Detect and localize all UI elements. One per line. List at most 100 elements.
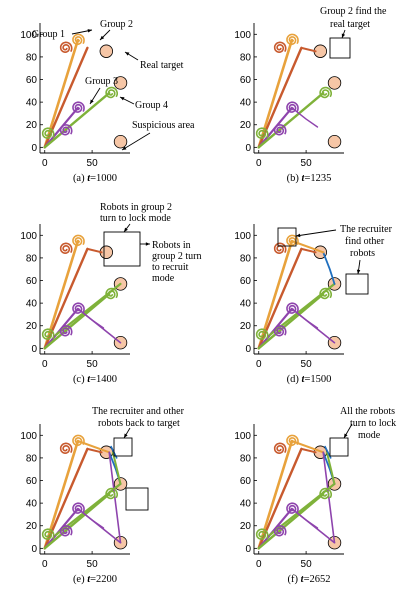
group-3-spiral [72, 101, 85, 113]
group-3-spiral [286, 502, 299, 514]
group-3-extend [77, 508, 122, 544]
real-target [99, 44, 114, 58]
caption-t: t [301, 574, 305, 585]
annotation-group-1: Group 1 [32, 29, 65, 40]
group-2-spiral [59, 41, 73, 54]
y-tick-label: 100 [234, 431, 251, 442]
arrow-suspicious-area [121, 132, 151, 151]
caption-t: t [302, 374, 306, 385]
group-3-spiral [72, 502, 85, 514]
panel-a-annotations: Group 1 Group 2 Real target Group 3 Group 4 S… [32, 19, 195, 151]
group-3-spiral-2 [273, 325, 287, 337]
group-4-to-target [325, 451, 336, 485]
recruiter-path [322, 251, 336, 285]
arrow-group-1-head [87, 29, 92, 33]
annotation-line-6: mode [152, 273, 175, 284]
y-tick-label: 0 [31, 544, 37, 555]
y-tick-label: 20 [240, 521, 252, 532]
panel-caption: (f) t=2652 [288, 574, 331, 585]
annotation-line-1: Robots in group 2 [100, 202, 172, 213]
x-tick-label: 50 [301, 359, 313, 370]
annotation-line-1: The recruiter and other [92, 406, 185, 417]
annotation-arrow-2-head [145, 242, 150, 246]
caption-t: t [87, 374, 91, 385]
y-tick-label: 20 [26, 120, 38, 131]
arrow-group-2-head [100, 35, 105, 40]
x-tick-label: 0 [256, 158, 262, 169]
caption-prefix: (e) [73, 574, 87, 585]
panel-caption: (a) t=1000 [73, 173, 117, 184]
annotation-line-2: find other [345, 236, 385, 247]
y-tick-label: 0 [245, 344, 251, 355]
annotation-group-3: Group 3 [85, 76, 118, 87]
y-tick-label: 20 [240, 321, 252, 332]
y-tick-label: 60 [26, 75, 38, 86]
annotation-line-2: turn to lock [350, 418, 396, 429]
y-tick-label: 40 [240, 499, 252, 510]
arrow-group-4-head [120, 97, 125, 101]
group-3-spiral [72, 302, 85, 314]
annotation-line-3: Robots in [152, 240, 191, 251]
annotation-line-3: mode [358, 430, 381, 441]
x-tick-label: 50 [301, 158, 313, 169]
y-tick-label: 80 [26, 453, 38, 464]
y-tick-label: 40 [26, 98, 38, 109]
target-marker [327, 76, 342, 90]
group-2-extend [300, 46, 317, 53]
group-4-trail [43, 91, 111, 149]
y-tick-label: 80 [240, 453, 252, 464]
group-4-spiral [41, 528, 55, 540]
y-tick-label: 60 [240, 476, 252, 487]
y-tick-label: 20 [26, 321, 38, 332]
y-tick-label: 60 [26, 276, 38, 287]
group-1-spiral [72, 234, 85, 247]
group-4-trail [257, 91, 325, 149]
group-3-spiral-2 [59, 124, 73, 136]
annotation-line-4: group 2 turn [152, 251, 201, 262]
caption-value: =2652 [304, 574, 331, 585]
x-tick-label: 50 [87, 559, 99, 570]
group-1-spiral [72, 33, 85, 46]
caption-prefix: (b) [287, 173, 302, 184]
group-4-spiral-2 [319, 86, 332, 99]
group-3-spiral-2 [59, 325, 73, 337]
y-tick-label: 40 [26, 499, 38, 510]
panel-caption: (d) t=1500 [287, 374, 332, 385]
highlight-box-1 [113, 437, 133, 457]
x-tick-label: 0 [42, 559, 48, 570]
caption-value: =1500 [304, 374, 331, 385]
annotation-arrow-1-head [296, 233, 301, 238]
y-tick-label: 60 [240, 276, 252, 287]
highlight-box-2 [345, 273, 369, 295]
caption-t: t [302, 173, 306, 184]
annotation-arrow-1-head [124, 227, 128, 232]
group-4-trail [257, 492, 325, 550]
group-4-trail [257, 292, 325, 350]
group-2-spiral [273, 242, 287, 255]
group-2-extend [300, 247, 317, 254]
y-tick-label: 100 [20, 30, 37, 41]
arrow-group-3-head [90, 99, 94, 104]
group-2-extend [300, 447, 317, 454]
highlight-box [329, 37, 351, 59]
group-4-to-target [111, 451, 122, 485]
y-tick-label: 60 [26, 476, 38, 487]
suspicious-area [327, 134, 342, 149]
caption-value: =1000 [90, 173, 117, 184]
y-tick-label: 100 [234, 30, 251, 41]
annotation-line-3: robots [350, 248, 375, 259]
group-3-spiral-2 [273, 525, 287, 537]
annotation-line-2: real target [330, 19, 370, 30]
y-tick-label: 0 [31, 344, 37, 355]
y-tick-label: 100 [20, 231, 37, 242]
caption-value: =1400 [90, 374, 117, 385]
annotation-line-2: turn to lock mode [100, 213, 171, 224]
group-4-spiral [41, 127, 55, 139]
group-1-spiral [72, 434, 85, 447]
group-3-spiral-2 [59, 525, 73, 537]
target-marker [113, 76, 128, 90]
